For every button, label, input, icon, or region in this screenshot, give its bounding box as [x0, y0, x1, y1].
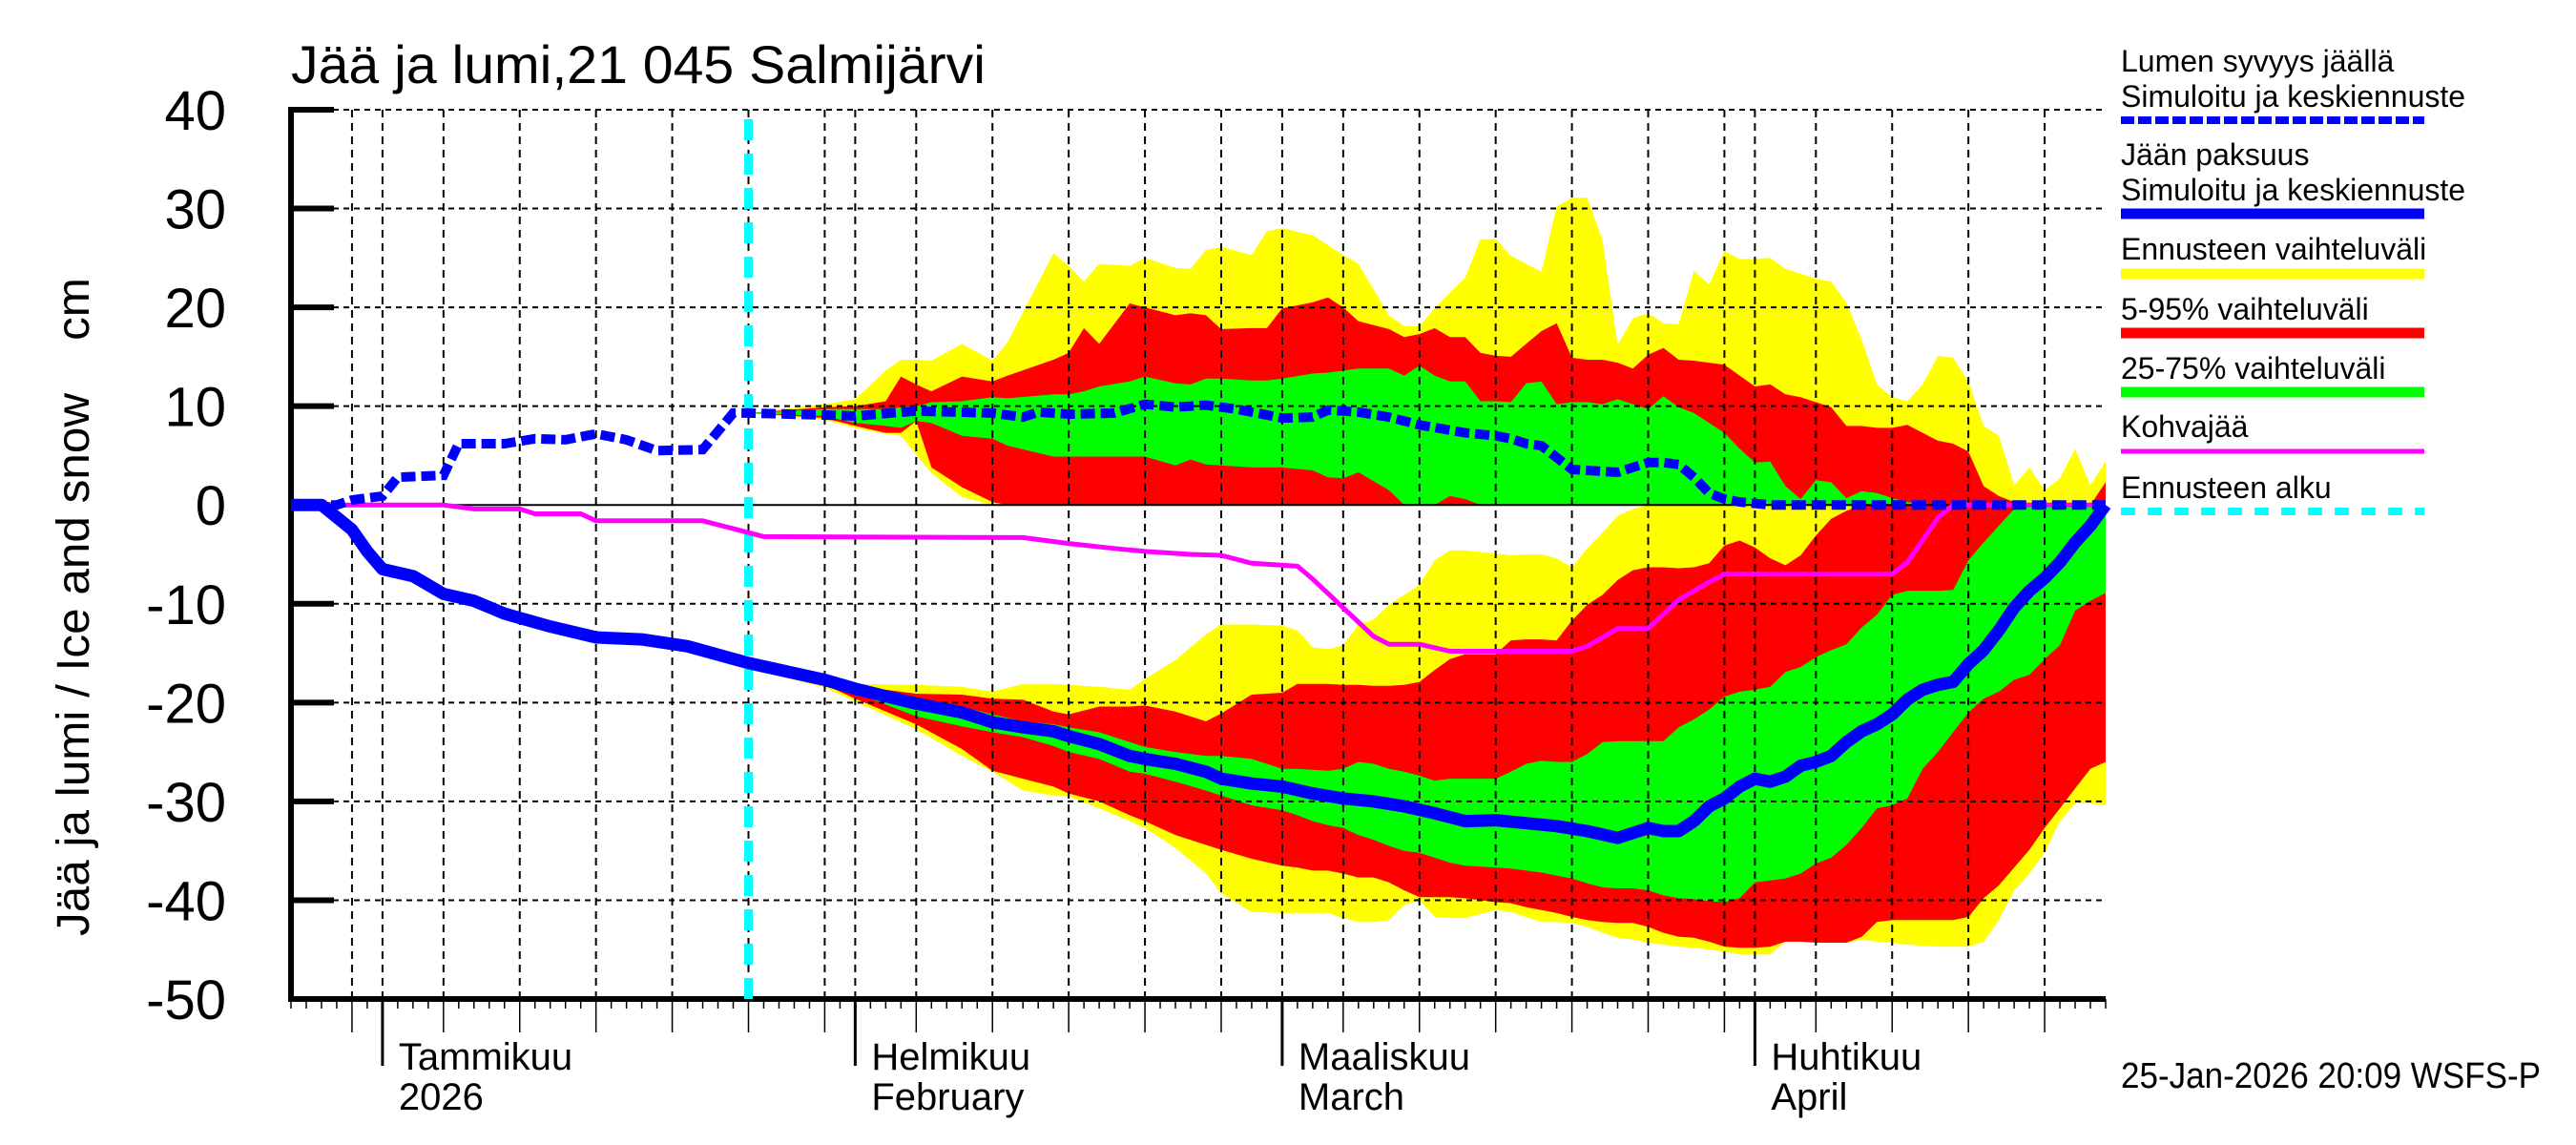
month-label-en: February: [871, 1076, 1024, 1118]
grid: [291, 109, 2106, 999]
month-label-fi: Maaliskuu: [1298, 1036, 1470, 1078]
month-label-fi: Helmikuu: [871, 1036, 1030, 1078]
legend-label: Ennusteen alku: [2121, 470, 2332, 505]
month-label-en: April: [1771, 1076, 1847, 1118]
forecast-bands: [748, 198, 2106, 955]
legend-label: Jään paksuus: [2121, 137, 2309, 172]
y-tick-label: -30: [146, 772, 226, 834]
legend-label: Ennusteen vaihteluväli: [2121, 232, 2426, 266]
axes: [288, 107, 2107, 1066]
kohvajaa-line: [291, 502, 2106, 654]
y-tick-label: -10: [146, 574, 226, 636]
legend-sublabel: Simuloitu ja keskiennuste: [2121, 79, 2465, 114]
y-tick-label: 20: [164, 278, 226, 340]
footer-timestamp: 25-Jan-2026 20:09 WSFS-P: [2121, 1056, 2541, 1096]
y-tick-label: 0: [196, 475, 226, 537]
ice-25-75-band: [748, 505, 2106, 903]
y-tick-labels: 40 30 20 10 0 -10 -20 -30 -40 -50: [146, 80, 226, 1031]
y-tick-label: 30: [164, 179, 226, 241]
legend-sublabel: Simuloitu ja keskiennuste: [2121, 173, 2465, 207]
y-tick-label: -50: [146, 969, 226, 1031]
month-label-fi: Tammikuu: [399, 1036, 572, 1078]
y-tick-label: -20: [146, 673, 226, 735]
y-tick-label: -40: [146, 870, 226, 932]
snow-depth-line: [291, 399, 2106, 510]
series-lines: [291, 119, 2111, 999]
y-axis-title: Jää ja lumi / Ice and snow cm: [49, 278, 99, 936]
ice-thickness-line: [291, 498, 2111, 844]
legend-label: 25-75% vaihteluväli: [2121, 351, 2386, 385]
month-label-fi: Huhtikuu: [1771, 1036, 1922, 1078]
y-tick-label: 10: [164, 377, 226, 439]
snow-25-75-band: [748, 365, 2106, 506]
chart-title: Jää ja lumi,21 045 Salmijärvi: [291, 34, 986, 94]
legend-label: Lumen syvyys jäällä: [2121, 44, 2395, 78]
legend-label: 5-95% vaihteluväli: [2121, 292, 2369, 326]
y-tick-label: 40: [164, 80, 226, 142]
month-label-en: 2026: [399, 1076, 484, 1118]
legend-label: Kohvajää: [2121, 409, 2249, 444]
month-label-en: March: [1298, 1076, 1404, 1118]
